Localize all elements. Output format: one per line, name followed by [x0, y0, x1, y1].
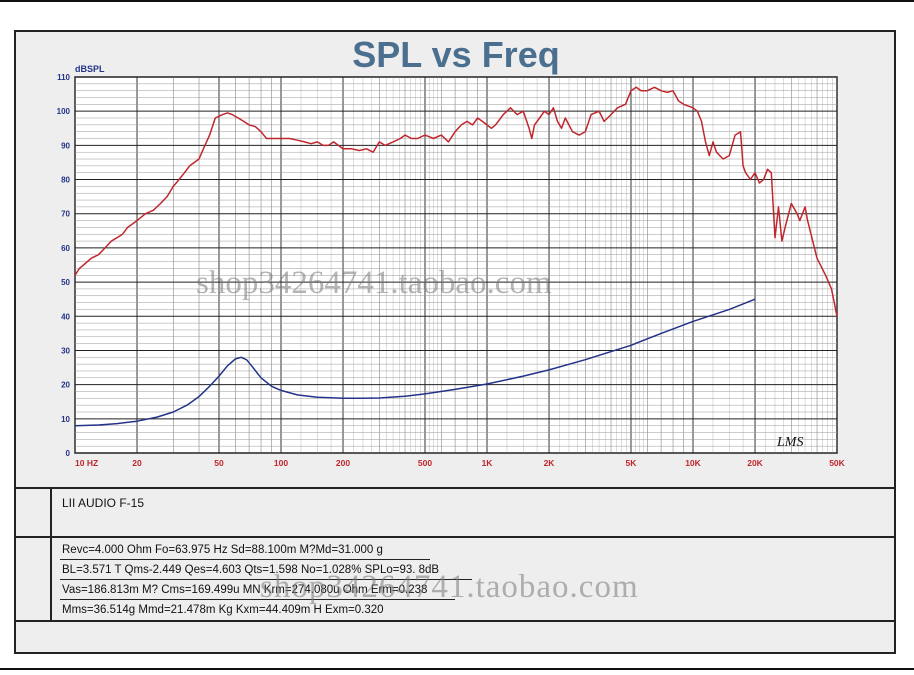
chart-title: SPL vs Freq: [352, 34, 559, 75]
x-tick-label: 50K: [829, 458, 845, 468]
x-tick-label: 200: [336, 458, 350, 468]
x-axis-labels: 10 HZ 20 50 100 200 500 1K 2K 5K 10K 20K 50K: [75, 458, 846, 468]
y-axis-title: dBSPL: [75, 64, 105, 74]
y-tick-label: 70: [61, 210, 70, 219]
y-tick-label: 60: [61, 244, 70, 253]
param-line-3: Vas=186.813m M? Cms=169.499u MN Krm=274.…: [62, 584, 428, 596]
y-tick-label: 100: [57, 107, 71, 116]
param-underline: [60, 559, 430, 560]
x-tick-label: 100: [274, 458, 288, 468]
x-tick-label: 5K: [626, 458, 638, 468]
x-tick-label: 1K: [482, 458, 494, 468]
info-left-divider: [50, 487, 52, 620]
info-divider: [14, 487, 896, 489]
plot-area: [74, 76, 838, 454]
impedance-curve: [74, 298, 756, 427]
x-tick-label: 20: [132, 458, 142, 468]
param-line-4: Mms=36.514g Mmd=21.478m Kg Kxm=44.409m H…: [62, 604, 384, 616]
param-line-2: BL=3.571 T Qms-2.449 Qes=4.603 Qts=1.598…: [62, 564, 440, 576]
y-tick-label: 10: [61, 415, 70, 424]
x-tick-label: 2K: [544, 458, 556, 468]
info-divider: [14, 620, 896, 622]
x-tick-label: 50: [214, 458, 224, 468]
x-tick-label: 20K: [747, 458, 763, 468]
y-tick-label: 110: [57, 73, 70, 82]
param-underline: [60, 579, 472, 580]
spl-curve: [74, 86, 838, 317]
x-tick-label: 10 HZ: [75, 458, 98, 468]
spl-chart: 0 10 20 30 40 50 60 70 80 90 100 110 10 HZ 20 50 100 20…: [57, 34, 846, 468]
y-axis-labels: 0 10 20 30 40 50 60 70 80 90 100 110: [57, 73, 71, 458]
top-border-line: [0, 0, 914, 2]
y-tick-label: 90: [61, 141, 70, 150]
lms-logo: LMS: [776, 435, 803, 450]
x-tick-label: 10K: [685, 458, 701, 468]
bottom-border-line: [0, 668, 914, 670]
chart-grid: [74, 76, 838, 454]
info-divider: [14, 536, 896, 538]
param-line-1: Revc=4.000 Ohm Fo=63.975 Hz Sd=88.100m M…: [62, 544, 383, 556]
info-panel: LII AUDIO F-15 Revc=4.000 Ohm Fo=63.975 …: [14, 487, 896, 654]
y-tick-label: 20: [61, 381, 70, 390]
param-underline: [60, 599, 455, 600]
y-tick-label: 40: [61, 312, 70, 321]
x-tick-label: 500: [418, 458, 432, 468]
y-tick-label: 50: [61, 278, 70, 287]
y-tick-label: 80: [61, 176, 70, 185]
y-tick-label: 0: [66, 449, 71, 458]
watermark-text: shop34264741.taobao.com: [196, 265, 552, 301]
y-tick-label: 30: [61, 346, 70, 355]
model-name: LII AUDIO F-15: [62, 496, 145, 510]
watermark-text-2: shop34264741.taobao.com: [260, 569, 639, 605]
chart-series: [74, 86, 838, 427]
